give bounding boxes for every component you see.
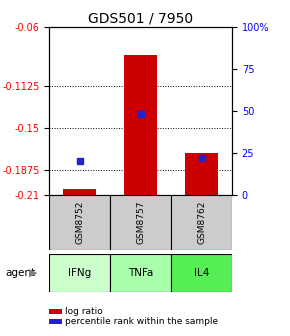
Bar <box>171 254 232 292</box>
Bar <box>171 195 232 250</box>
Bar <box>49 195 110 250</box>
Text: TNFa: TNFa <box>128 268 153 278</box>
Bar <box>110 195 171 250</box>
Bar <box>63 189 97 195</box>
Text: agent: agent <box>6 268 36 278</box>
Bar <box>124 55 157 195</box>
Text: percentile rank within the sample: percentile rank within the sample <box>65 317 218 326</box>
Text: GSM8752: GSM8752 <box>75 201 84 244</box>
Bar <box>110 254 171 292</box>
Text: GSM8762: GSM8762 <box>197 201 206 244</box>
Bar <box>49 254 110 292</box>
Text: IFNg: IFNg <box>68 268 91 278</box>
Title: GDS501 / 7950: GDS501 / 7950 <box>88 12 193 26</box>
Text: log ratio: log ratio <box>65 307 103 316</box>
Bar <box>185 154 218 195</box>
Text: IL4: IL4 <box>194 268 209 278</box>
Text: ▶: ▶ <box>29 268 38 278</box>
Text: GSM8757: GSM8757 <box>136 201 145 244</box>
